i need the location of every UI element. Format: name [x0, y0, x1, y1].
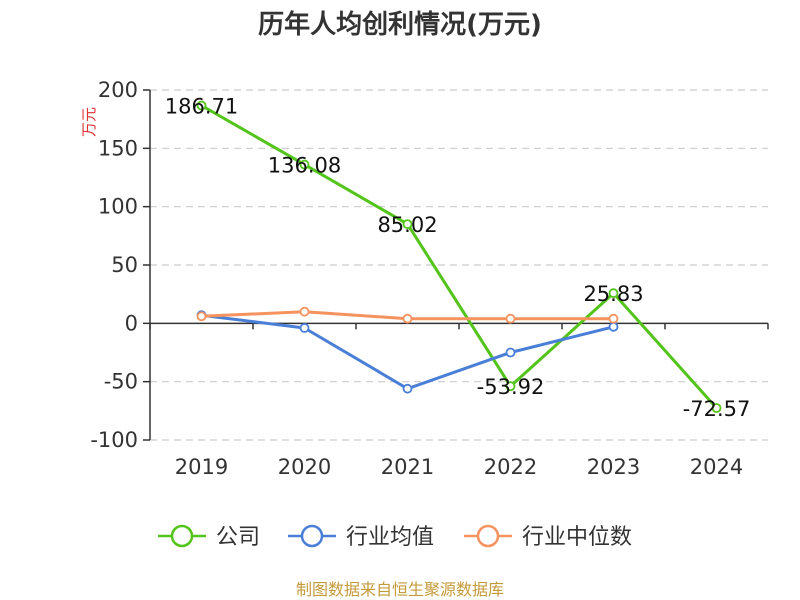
data-label: 25.83: [583, 282, 643, 306]
data-label: -72.57: [683, 397, 751, 421]
data-point: [196, 100, 207, 111]
data-labels: 186.71 136.08 85.02 -53.92 25.83 -72.57: [165, 95, 751, 421]
series-line-1: [201, 313, 614, 391]
data-point: [299, 323, 310, 333]
legend-marker: [170, 524, 194, 548]
data-point: [299, 159, 310, 170]
chart-title: 历年人均创利情况(万元): [258, 9, 542, 40]
data-point: [402, 219, 413, 230]
y-tick-label: -50: [104, 370, 138, 394]
y-tick-label: 100: [98, 195, 138, 219]
legend-marker: [476, 524, 500, 548]
legend-label: 公司: [216, 525, 260, 550]
x-tick-label: 2022: [484, 455, 537, 479]
legend-label: 行业均值: [346, 525, 434, 550]
legend-item-1[interactable]: 行业均值: [288, 524, 434, 550]
x-tick-label: 2020: [278, 455, 331, 479]
x-tick-label: 2023: [587, 455, 640, 479]
data-point: [711, 403, 722, 413]
data-label: -53.92: [477, 375, 545, 399]
data-point: [196, 311, 207, 322]
y-tick-label: 50: [111, 253, 138, 277]
series-layer: [196, 100, 722, 413]
grid-lines: [150, 89, 768, 441]
series-line-0: [200, 104, 718, 410]
y-tick-label: -100: [90, 428, 138, 452]
legend[interactable]: 公司 行业均值 行业中位数: [158, 524, 632, 550]
data-point: [402, 313, 413, 324]
y-tick-label: 150: [98, 136, 138, 160]
data-point: [608, 321, 619, 332]
data-point: [505, 313, 516, 324]
data-label: 136.08: [268, 154, 341, 178]
data-point: [608, 288, 619, 299]
data-point: [299, 306, 310, 317]
data-point: [505, 381, 516, 392]
legend-label: 行业中位数: [522, 525, 632, 550]
data-point: [402, 383, 413, 394]
x-tick-label: 2021: [381, 455, 434, 479]
data-label: 186.71: [165, 95, 238, 119]
data-point: [505, 347, 516, 358]
y-tick-label: 200: [98, 78, 138, 102]
axes: -100 -50 0 50 100 150 200 2019 2020 2021 2022 2023 2…: [90, 78, 769, 479]
y-tick-label: 0: [125, 311, 138, 335]
legend-item-0[interactable]: 公司: [158, 524, 260, 550]
data-label: 85.02: [377, 213, 437, 237]
y-axis-label: 万元: [80, 107, 98, 137]
source-note: 制图数据来自恒生聚源数据库: [296, 580, 504, 599]
x-tick-label: 2019: [175, 455, 228, 479]
x-tick-label: 2024: [690, 455, 743, 479]
legend-item-2[interactable]: 行业中位数: [464, 524, 632, 550]
data-point: [608, 313, 619, 324]
legend-marker: [300, 524, 324, 548]
